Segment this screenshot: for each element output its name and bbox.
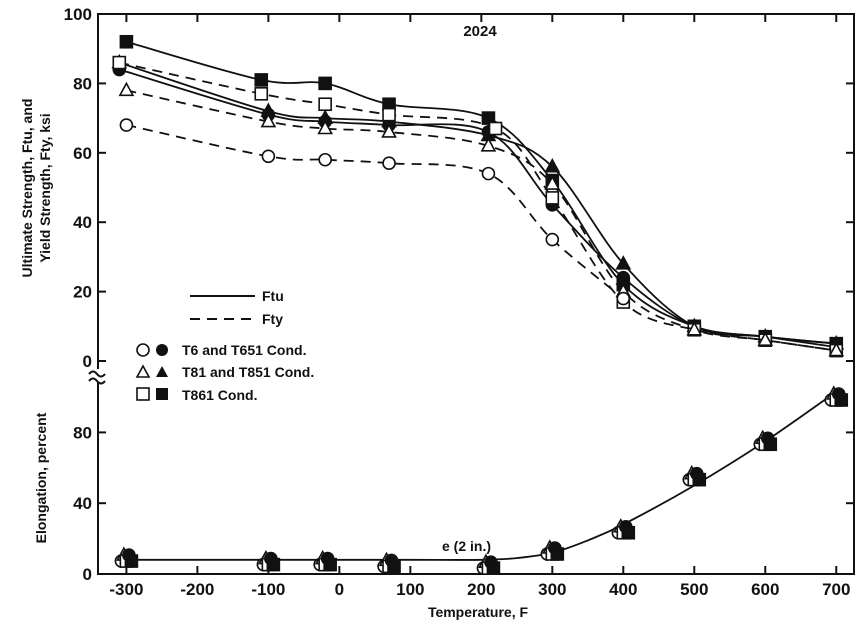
series-line-fty-5	[126, 124, 624, 300]
legend: Ftu Fty T6 and T651 Cond. T81 and T851 C…	[135, 288, 314, 403]
data-point-triangle-open	[480, 137, 497, 152]
x-tick-label: 500	[680, 580, 708, 599]
elongation-point-square-filled	[266, 557, 281, 572]
legend-t6-label: T6 and T651 Cond.	[182, 342, 306, 358]
bottom-y-label: Elongation, percent	[33, 412, 49, 543]
legend-filled-triangle-icon	[156, 366, 168, 377]
legend-fty-label: Fty	[262, 311, 283, 327]
legend-t861-label: T861 Cond.	[182, 387, 257, 403]
elongation-point-square-filled	[323, 557, 337, 572]
data-point-triangle-open	[686, 321, 703, 336]
data-point-square-open	[318, 97, 332, 112]
elongation-point-square-filled	[763, 437, 778, 452]
legend-open-square-icon	[136, 387, 150, 401]
x-tick-label: 700	[822, 580, 850, 599]
x-tick-label: -200	[180, 580, 214, 599]
legend-ftu-label: Ftu	[262, 288, 284, 304]
data-point-triangle-open	[757, 331, 774, 346]
data-point-circle-open	[318, 152, 332, 167]
top-series-group	[111, 34, 845, 358]
data-point-square-open	[112, 55, 127, 70]
x-tick-label: -100	[251, 580, 285, 599]
elongation-point-square-filled	[550, 547, 565, 561]
x-tick-label: 300	[538, 580, 566, 599]
series-line-ftu-1	[119, 61, 837, 345]
data-point-triangle-open	[118, 81, 135, 97]
data-point-circle-filled	[616, 270, 631, 285]
data-point-square-filled	[318, 76, 332, 91]
bottom-y-axis: 0 40 80	[73, 423, 854, 584]
y-tick-label: 80	[73, 423, 92, 442]
x-axis: -300 -200 -100 0 100 200 300 400 500 600 700	[109, 14, 850, 599]
elongation-point-square-filled	[834, 393, 849, 407]
elongation-point-square-filled	[692, 472, 707, 487]
chart-title: 2024	[463, 23, 497, 40]
x-axis-label: Temperature, F	[428, 604, 529, 620]
elongation-point-square-filled	[486, 561, 501, 575]
data-point-square-open	[254, 87, 269, 101]
data-point-circle-open	[382, 156, 396, 171]
x-tick-label: 200	[467, 580, 495, 599]
series-line-fty-4	[126, 89, 837, 352]
y-tick-label: 0	[83, 352, 92, 371]
elongation-curve	[126, 390, 837, 561]
x-tick-label: 100	[396, 580, 424, 599]
data-point-square-filled	[481, 111, 496, 125]
data-point-triangle-open	[544, 175, 561, 190]
top-y-label-line1: Ultimate Strength, Ftu, and	[19, 99, 35, 278]
x-tick-label: 400	[609, 580, 637, 599]
series-line-ftu-2	[119, 68, 837, 348]
data-point-triangle-open	[381, 123, 397, 138]
elongation-point-square-filled	[621, 525, 636, 540]
y-tick-label: 40	[73, 213, 92, 232]
top-y-axis: 0 20 40 60 80 100	[64, 5, 854, 371]
data-point-circle-open	[616, 291, 631, 306]
elongation-point-square-filled	[124, 554, 139, 568]
series-line-fty-3	[119, 61, 837, 352]
legend-filled-square-icon	[156, 388, 168, 400]
y-tick-label: 20	[73, 283, 92, 302]
x-tick-label: 0	[335, 580, 344, 599]
data-point-triangle-filled	[544, 158, 561, 173]
legend-open-triangle-icon	[135, 364, 151, 378]
y-tick-label: 0	[83, 565, 92, 584]
data-point-circle-open	[481, 166, 496, 181]
elongation-point-square-filled	[387, 559, 401, 574]
y-tick-label: 80	[73, 74, 92, 93]
legend-t81-label: T81 and T851 Cond.	[182, 364, 314, 380]
data-point-square-open	[382, 107, 396, 122]
bottom-series-group	[114, 385, 849, 575]
data-point-square-open	[545, 191, 560, 205]
plot-frame	[97, 13, 855, 575]
y-tick-label: 100	[64, 5, 92, 24]
data-point-circle-open	[119, 118, 134, 132]
y-tick-label: 40	[73, 494, 92, 513]
data-point-square-open	[488, 121, 503, 136]
data-point-triangle-filled	[615, 255, 632, 270]
data-point-triangle-open	[317, 119, 333, 135]
data-point-circle-open	[545, 232, 560, 247]
data-point-circle-open	[261, 149, 276, 164]
elongation-annotation: e (2 in.)	[442, 538, 491, 554]
legend-filled-circle-icon	[156, 344, 168, 356]
top-y-label-line2: Yield Strength, Fty, ksi	[37, 113, 53, 262]
data-point-square-filled	[254, 73, 269, 87]
axis-break-icon	[88, 369, 106, 385]
y-tick-label: 60	[73, 144, 92, 163]
data-point-triangle-open	[828, 341, 845, 357]
x-tick-label: -300	[109, 580, 143, 599]
data-point-square-filled	[119, 34, 134, 49]
legend-open-circle-icon	[136, 343, 150, 357]
series-line-ftu-0	[126, 40, 837, 345]
data-point-triangle-open	[260, 112, 277, 128]
x-tick-label: 600	[751, 580, 779, 599]
